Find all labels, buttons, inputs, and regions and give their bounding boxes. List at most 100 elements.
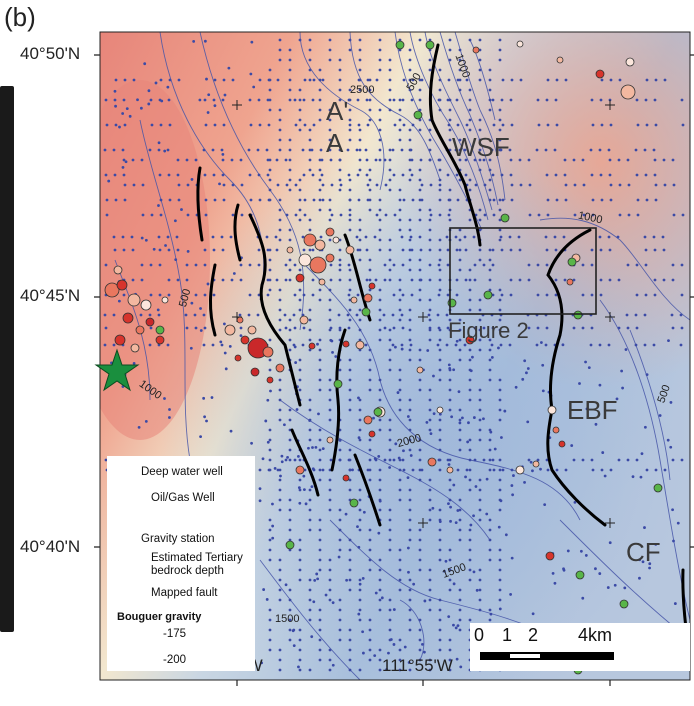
gravity-station xyxy=(378,138,382,142)
gravity-station xyxy=(578,382,581,385)
gravity-station xyxy=(348,123,352,127)
well xyxy=(116,279,128,291)
gravity-station xyxy=(378,158,382,162)
gravity-station xyxy=(308,598,312,602)
gravity-station xyxy=(584,554,588,557)
gravity-station xyxy=(499,499,503,503)
map-frame xyxy=(99,31,691,681)
gravity-station xyxy=(600,78,604,82)
gravity-station xyxy=(428,478,432,482)
gravity-station xyxy=(432,374,435,378)
gravity-station xyxy=(449,505,452,509)
gravity-station xyxy=(478,478,482,482)
gravity-station xyxy=(438,248,442,252)
gravity-station xyxy=(329,263,333,267)
gravity-station xyxy=(468,468,472,472)
gravity-station xyxy=(378,198,382,202)
gravity-station xyxy=(105,213,109,217)
gravity-station xyxy=(635,293,639,297)
gravity-station xyxy=(428,68,432,72)
gravity-station xyxy=(438,538,442,542)
gravity-station xyxy=(368,478,372,482)
gravity-station xyxy=(459,665,463,669)
gravity-station xyxy=(308,128,312,132)
gravity-station xyxy=(378,218,382,222)
gravity-station xyxy=(418,348,422,352)
gravity-station xyxy=(312,123,316,127)
gravity-station xyxy=(232,272,236,275)
gravity-station xyxy=(636,123,640,127)
gravity-station xyxy=(268,518,272,522)
gravity-station xyxy=(468,308,472,312)
gravity-station xyxy=(132,183,136,187)
gravity-station xyxy=(193,313,197,317)
gravity-station xyxy=(288,618,292,622)
gravity-station xyxy=(328,238,332,242)
gravity-station xyxy=(498,128,502,132)
gravity-station xyxy=(410,98,414,102)
gravity-station xyxy=(618,78,622,82)
gravity-station xyxy=(318,68,322,72)
gravity-station xyxy=(478,128,482,132)
gravity-station xyxy=(358,168,362,172)
gravity-station xyxy=(320,173,324,177)
gravity-station xyxy=(377,531,381,535)
gravity-station xyxy=(388,348,392,352)
gravity-station xyxy=(308,398,312,402)
gravity-station xyxy=(278,238,282,242)
gravity-station xyxy=(587,366,591,369)
well xyxy=(465,335,475,345)
gravity-station xyxy=(509,158,513,162)
gravity-station xyxy=(644,293,648,297)
gravity-station xyxy=(490,343,494,347)
gravity-station xyxy=(112,235,116,239)
gravity-station xyxy=(174,258,178,261)
gravity-station xyxy=(288,88,292,92)
gravity-station xyxy=(468,348,472,352)
gravity-station xyxy=(288,608,292,612)
gravity-station xyxy=(338,538,342,542)
gravity-station xyxy=(411,198,415,202)
gravity-station xyxy=(330,339,334,343)
gravity-station xyxy=(149,293,153,297)
gravity-station xyxy=(298,268,302,272)
gravity-station xyxy=(609,198,613,202)
gravity-station xyxy=(121,235,125,239)
gravity-station xyxy=(280,454,284,458)
gravity-station xyxy=(603,474,607,478)
gravity-station xyxy=(268,638,272,642)
gravity-station xyxy=(428,408,432,412)
gravity-station xyxy=(488,178,492,182)
gravity-station xyxy=(448,478,452,482)
gravity-station xyxy=(429,213,433,217)
gravity-station xyxy=(488,358,492,362)
legend-label-fault: Mapped fault xyxy=(151,587,218,599)
gravity-station xyxy=(132,78,136,82)
gravity-station xyxy=(454,148,458,152)
gravity-station xyxy=(268,608,272,612)
gravity-station xyxy=(328,668,332,672)
gravity-station xyxy=(400,347,404,351)
gravity-station xyxy=(268,628,272,632)
gravity-station xyxy=(123,198,127,202)
gravity-station xyxy=(564,198,568,202)
gravity-station xyxy=(317,412,320,416)
gravity-station xyxy=(202,343,206,347)
gravity-station xyxy=(308,318,312,322)
gravity-station xyxy=(328,578,332,582)
gravity-station xyxy=(348,458,352,462)
gravity-station xyxy=(448,98,452,102)
gravity-station xyxy=(368,638,372,642)
gravity-station xyxy=(573,183,577,187)
gravity-station xyxy=(448,208,452,212)
gravity-station xyxy=(676,521,680,525)
gravity-station xyxy=(401,98,405,102)
gravity-station xyxy=(338,178,342,182)
gravity-station xyxy=(112,313,116,317)
gravity-station xyxy=(167,293,171,297)
gravity-station xyxy=(498,398,502,402)
gravity-station xyxy=(410,293,414,297)
gravity-station xyxy=(318,188,322,192)
gravity-station xyxy=(438,618,442,622)
gravity-station xyxy=(159,78,163,82)
